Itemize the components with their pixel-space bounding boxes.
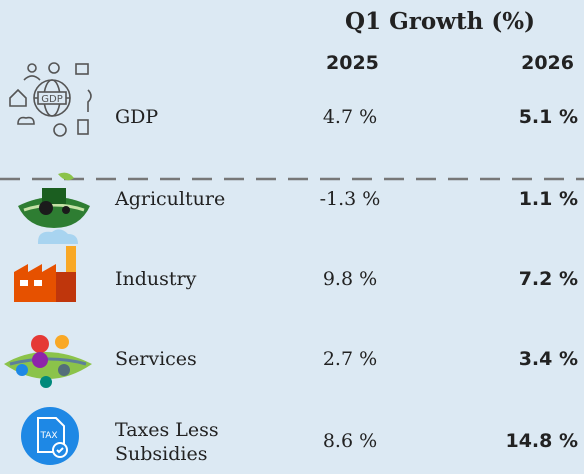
value-2026: 7.2 % <box>519 268 578 290</box>
value-2025: -1.3 % <box>290 188 410 210</box>
svg-text:GDP: GDP <box>41 94 62 105</box>
gdp-icon: GDP <box>4 58 100 138</box>
column-header: 2025 <box>326 52 379 74</box>
value-2025: 4.7 % <box>290 106 410 128</box>
value-2026: 3.4 % <box>519 348 578 370</box>
column-header: 2026 <box>521 52 574 74</box>
value-2025: 8.6 % <box>290 430 410 452</box>
taxes-icon: TAX <box>20 406 80 466</box>
value-2026: 14.8 % <box>505 430 578 452</box>
title: Q1 Growth (%) <box>300 8 580 35</box>
value-2026: 5.1 % <box>519 106 578 128</box>
value-2026: 1.1 % <box>519 188 578 210</box>
row-label: Industry <box>115 268 196 290</box>
row-label: Services <box>115 348 197 370</box>
value-2025: 2.7 % <box>290 348 410 370</box>
infographic: Q1 Growth (%) 2025 2026 GDP GDP 4.7 % 5.… <box>0 0 584 474</box>
services-icon <box>0 330 96 396</box>
agriculture-icon <box>14 170 94 230</box>
row-label: GDP <box>115 106 158 128</box>
industry-icon <box>14 228 94 304</box>
value-2025: 9.8 % <box>290 268 410 290</box>
row-label: Agriculture <box>115 188 225 210</box>
row-label: Taxes Less Subsidies <box>115 418 265 466</box>
svg-text:TAX: TAX <box>39 431 57 441</box>
